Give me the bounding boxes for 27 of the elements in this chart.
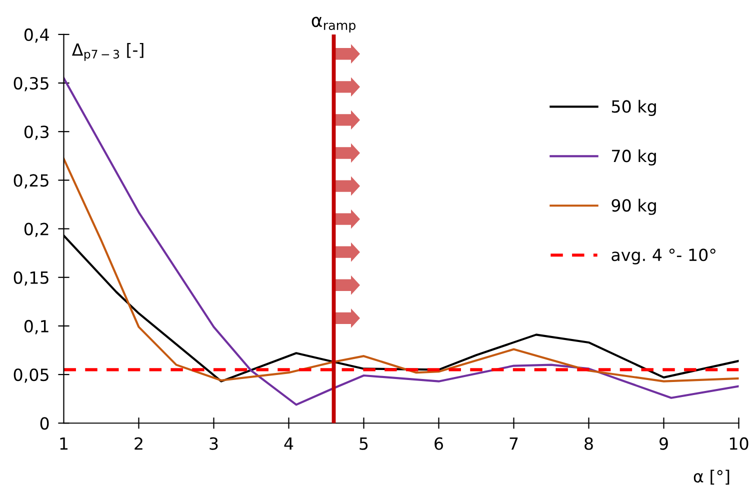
legend-label: 90 kg <box>612 198 656 215</box>
y-axis-title: Δ$_{p7−3}$ [-] <box>72 43 144 61</box>
legend-label: 70 kg <box>612 149 656 166</box>
x-tick-label: 3 <box>210 437 218 450</box>
x-tick-label: 6 <box>434 437 444 450</box>
x-tick-label: 1 <box>60 438 68 450</box>
y-tick-label: 0,2 <box>24 222 48 238</box>
x-tick-label: 2 <box>134 437 142 450</box>
x-tick-label: 4 <box>284 438 294 450</box>
x-tick-label: 8 <box>584 437 593 450</box>
x-tick-label: 10 <box>730 437 748 450</box>
y-tick-label: 0,1 <box>24 320 48 334</box>
legend-label: avg. 4 °- 10° <box>612 248 716 264</box>
y-tick-label: 0,4 <box>24 28 49 43</box>
y-tick-label: 0,35 <box>14 76 48 92</box>
y-tick-label: 0,15 <box>14 271 48 286</box>
legend-label: 50 kg <box>612 100 656 116</box>
y-tick-label: 0 <box>40 417 49 430</box>
y-tick-label: 0,05 <box>14 368 48 383</box>
x-tick-label: 9 <box>659 437 668 450</box>
x-tick-label: 7 <box>510 438 518 450</box>
x-tick-label: 5 <box>360 438 368 450</box>
line-series <box>64 77 739 406</box>
ref-line-label: α$_{ramp}$ <box>312 16 356 32</box>
x-axis-title: α [°] <box>694 470 730 485</box>
y-tick-label: 0,3 <box>24 126 49 140</box>
y-tick-label: 0,25 <box>14 174 48 188</box>
